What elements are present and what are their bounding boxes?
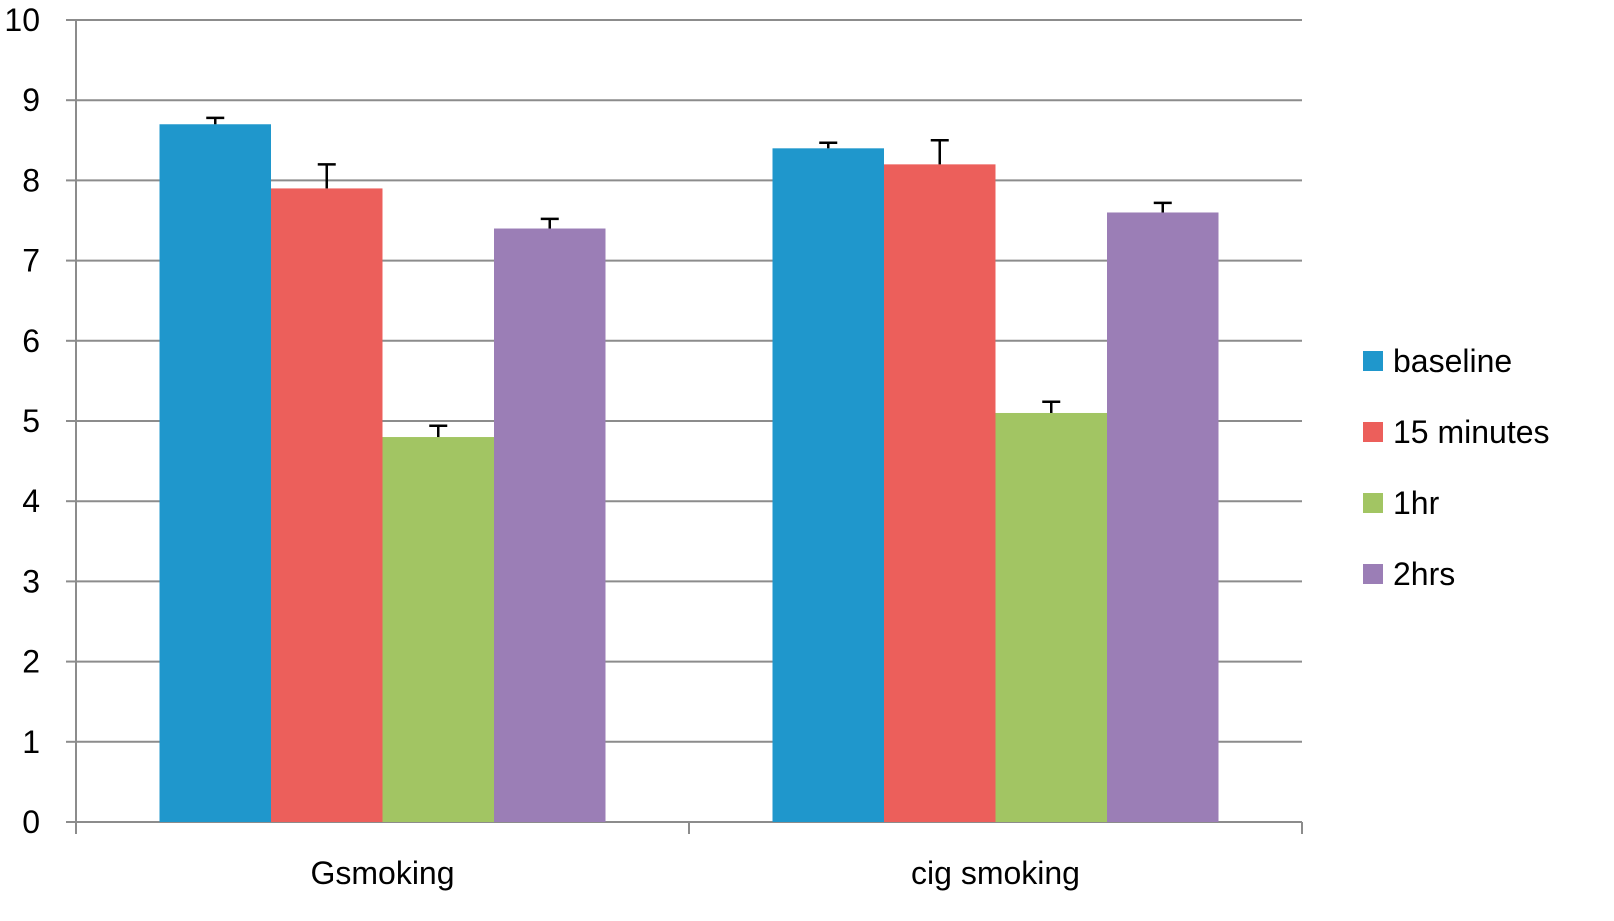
legend-label: 15 minutes: [1393, 414, 1550, 450]
bar-2hrs-gsmoking: [494, 228, 606, 822]
legend-label: baseline: [1393, 343, 1512, 379]
y-tick-label: 4: [22, 483, 40, 519]
y-tick-label: 6: [22, 323, 40, 359]
y-tick-label: 3: [22, 563, 40, 599]
x-category-label: cig smoking: [911, 855, 1080, 891]
legend-swatch: [1363, 493, 1383, 513]
legend-label: 1hr: [1393, 485, 1440, 521]
y-tick-label: 2: [22, 644, 40, 680]
legend-swatch: [1363, 564, 1383, 584]
bar-baseline-gsmoking: [159, 124, 271, 822]
error-bars: [206, 116, 1172, 438]
y-tick-label: 0: [22, 804, 40, 840]
y-tick-label: 5: [22, 403, 40, 439]
bar-1hr-gsmoking: [382, 437, 494, 822]
axis-labels: 0 1 2 3 4 5 6 7 8 9 10 Gsmoking cig smoking: [4, 2, 1080, 891]
legend: baseline 15 minutes 1hr 2hrs: [1363, 343, 1550, 592]
y-tick-label: 10: [4, 2, 40, 38]
legend-swatch: [1363, 351, 1383, 371]
bar-1hr-cig-smoking: [995, 412, 1107, 822]
y-tick-label: 7: [22, 243, 40, 279]
y-tick-label: 1: [22, 724, 40, 760]
legend-label: 2hrs: [1393, 556, 1455, 592]
bars: [159, 124, 1219, 823]
bar-baseline-cig-smoking: [772, 148, 884, 822]
x-category-label: Gsmoking: [310, 855, 454, 891]
bar-15-minutes-cig-smoking: [884, 164, 996, 823]
bar-15-minutes-gsmoking: [271, 188, 383, 823]
y-tick-label: 8: [22, 162, 40, 198]
legend-swatch: [1363, 422, 1383, 442]
y-tick-label: 9: [22, 82, 40, 118]
bar-2hrs-cig-smoking: [1107, 212, 1219, 823]
